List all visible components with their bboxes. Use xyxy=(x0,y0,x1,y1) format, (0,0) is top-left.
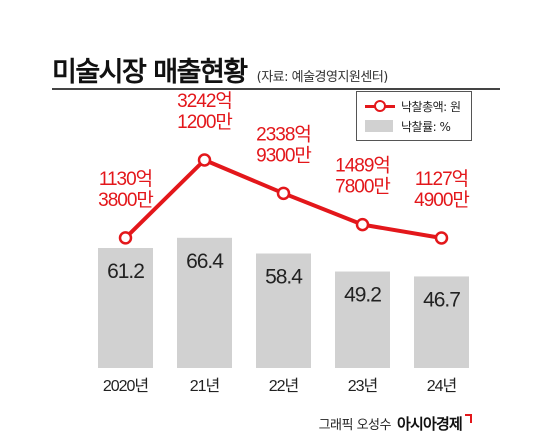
line-point-2 xyxy=(276,186,291,201)
line-point-1 xyxy=(197,153,212,167)
line-value-sublabel-1: 1200만 xyxy=(177,111,232,133)
bar-1 xyxy=(177,237,232,368)
legend-item-line: 낙찰총액: 원 xyxy=(365,97,461,115)
line-value-sublabel-0: 3800만 xyxy=(98,189,153,211)
line-value-label-2: 2338억 xyxy=(256,123,311,145)
bar-3 xyxy=(335,271,390,368)
title-row: 미술시장 매출현황 (자료: 예술경영지원센터) xyxy=(52,50,388,90)
bar-value-label-0: 61.2 xyxy=(107,260,144,283)
bar-value-label-1: 66.4 xyxy=(186,250,224,273)
title-divider xyxy=(52,88,500,90)
line-value-sublabel-4: 4900만 xyxy=(414,189,469,211)
bar-value-label-2: 58.4 xyxy=(265,265,303,288)
x-tick-label-2: 22년 xyxy=(269,377,299,395)
legend-bar-symbol-icon xyxy=(365,120,393,132)
line-point-4 xyxy=(434,231,449,245)
line-value-sublabel-3: 7800만 xyxy=(335,176,390,198)
legend-line-symbol-icon xyxy=(365,100,395,112)
line-value-label-1: 3242억 xyxy=(177,90,232,112)
brand-mark-icon xyxy=(465,414,472,423)
footer-credit: 그래픽 오성수 아시아경제 xyxy=(319,413,472,434)
graphic-credit: 그래픽 오성수 xyxy=(318,418,392,433)
bar-2 xyxy=(256,253,311,368)
legend-line-label: 낙찰총액: 원 xyxy=(401,99,461,114)
source-note: (자료: 예술경영지원센터) xyxy=(256,70,389,85)
brand-logo: 아시아경제 xyxy=(396,415,463,433)
x-tick-label-1: 21년 xyxy=(190,377,220,395)
legend-item-bar: 낙찰률: % xyxy=(365,117,451,135)
legend-bar-label: 낙찰률: % xyxy=(401,119,451,134)
bar-value-label-3: 49.2 xyxy=(344,284,381,307)
bar-0 xyxy=(98,248,153,368)
line-point-3 xyxy=(355,217,370,232)
line-value-label-4: 1127억 xyxy=(415,168,468,190)
x-tick-label-0: 2020년 xyxy=(103,377,149,395)
chart-title: 미술시장 매출현황 xyxy=(52,57,248,88)
line-value-label-0: 1130억 xyxy=(99,168,152,190)
line-value-label-3: 1489억 xyxy=(335,155,390,177)
legend: 낙찰총액: 원 낙찰률: % xyxy=(356,91,472,141)
bar-4 xyxy=(414,276,469,368)
x-tick-label-3: 23년 xyxy=(348,377,378,395)
line-point-0 xyxy=(118,231,133,245)
x-tick-label-4: 24년 xyxy=(427,377,457,395)
line-value-sublabel-2: 9300만 xyxy=(256,144,311,166)
bar-value-label-4: 46.7 xyxy=(423,288,460,311)
